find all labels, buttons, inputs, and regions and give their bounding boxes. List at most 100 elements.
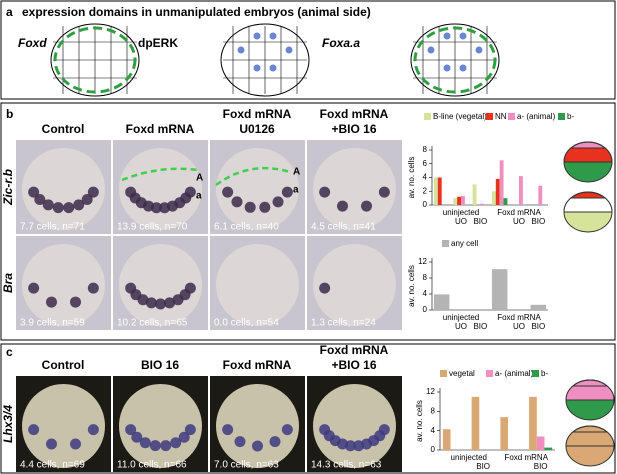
caption: 6.1 cells, n=40 [214,222,279,233]
stain [34,194,46,206]
stain [160,440,172,452]
group-label: uninjected [451,453,487,462]
group-label: Foxd mRNA [504,453,548,462]
bar [529,396,537,450]
stain [70,296,82,308]
column-header: BIO 16 [141,358,179,372]
schematic [569,141,607,149]
panel-b-frame [0,102,616,341]
stain [87,186,99,198]
stain [42,199,54,211]
stain [164,297,176,309]
panel-letter: b [6,107,13,121]
column-header: +BIO 16 [331,358,376,372]
y-tick-label: 4 [431,426,436,435]
bar [457,196,461,205]
bar [500,417,509,450]
stain [87,282,99,294]
expression-dot [269,32,277,40]
column-header: Foxd mRNA [223,107,292,121]
stain [45,438,57,450]
expression-dot [253,32,261,40]
bar [538,185,543,205]
stain [63,202,75,214]
schematic [569,191,607,199]
x-tick-label: BIO [531,322,545,331]
expression-dot [459,64,467,72]
embryo [313,384,396,468]
x-tick-label: BIO [473,217,487,226]
stain [178,431,190,443]
bar [461,196,465,205]
y-tick-label: 0 [423,305,428,314]
stain [155,298,166,310]
embryo [119,244,202,326]
x-tick-label: BIO [473,322,487,331]
caption: 7.7 cells, n=71 [20,222,85,233]
annotation: A [196,173,203,184]
embryo [22,148,105,230]
caption: 7.0 cells, n=63 [214,460,279,471]
y-tick-label: 2 [423,186,428,195]
legend-swatch [424,113,431,120]
panel-c-frame [0,343,616,474]
panel-letter: a [6,5,13,19]
y-tick-label: 0 [423,200,428,209]
expression-dot [443,64,451,72]
gene-label: Foxa.a [322,36,360,50]
panel-letter: c [6,345,13,359]
stain [244,201,256,213]
column-header: Foxd mRNA [320,107,389,121]
stain [137,294,149,306]
x-tick-label: BIO [476,462,490,471]
bar [453,198,458,205]
stain [319,282,331,294]
stain [139,437,151,449]
stain [222,186,234,198]
stain [131,431,143,443]
gene-label: Foxd [18,36,47,50]
stain [272,196,284,208]
group-label: uninjected [443,313,479,322]
stain [336,200,348,212]
legend-label: B-line (vegetal) [433,112,487,121]
annotation: a [293,185,299,196]
stain [52,202,64,214]
legend-label: a- (animal) [495,369,534,378]
stain [319,186,331,198]
bar [442,429,451,450]
embryo [22,384,105,468]
bar [491,269,508,310]
gene-label: dpERK [138,36,178,50]
expression-dot [459,32,467,40]
expression-dot [427,46,435,54]
stain [184,424,196,436]
stain [81,194,93,206]
legend-swatch [558,113,565,120]
y-tick-label: 12 [426,387,435,396]
row-label: Bra [1,273,15,293]
embryo [313,148,396,230]
legend-label: vegetal [449,369,475,378]
stain [70,438,82,450]
expression-dot [253,64,261,72]
stain [281,424,293,436]
embryo [216,244,299,326]
stain [259,201,271,213]
bar [499,160,504,205]
y-tick-label: 8 [423,273,428,282]
y-tick-label: 12 [418,257,427,266]
stain [361,200,373,212]
stain [184,186,196,198]
group-label: uninjected [443,208,479,217]
legend-swatch [486,113,493,120]
panel-a-frame [0,0,616,100]
row-label: Lhx3/4 [1,405,15,443]
bar [544,447,553,450]
x-tick-label: UO [455,322,467,331]
annotation: a [196,191,202,202]
embryo [22,244,105,326]
stain [73,199,85,211]
y-tick-label: 8 [431,406,436,415]
caption: 4.5 cells, n=41 [311,222,376,233]
